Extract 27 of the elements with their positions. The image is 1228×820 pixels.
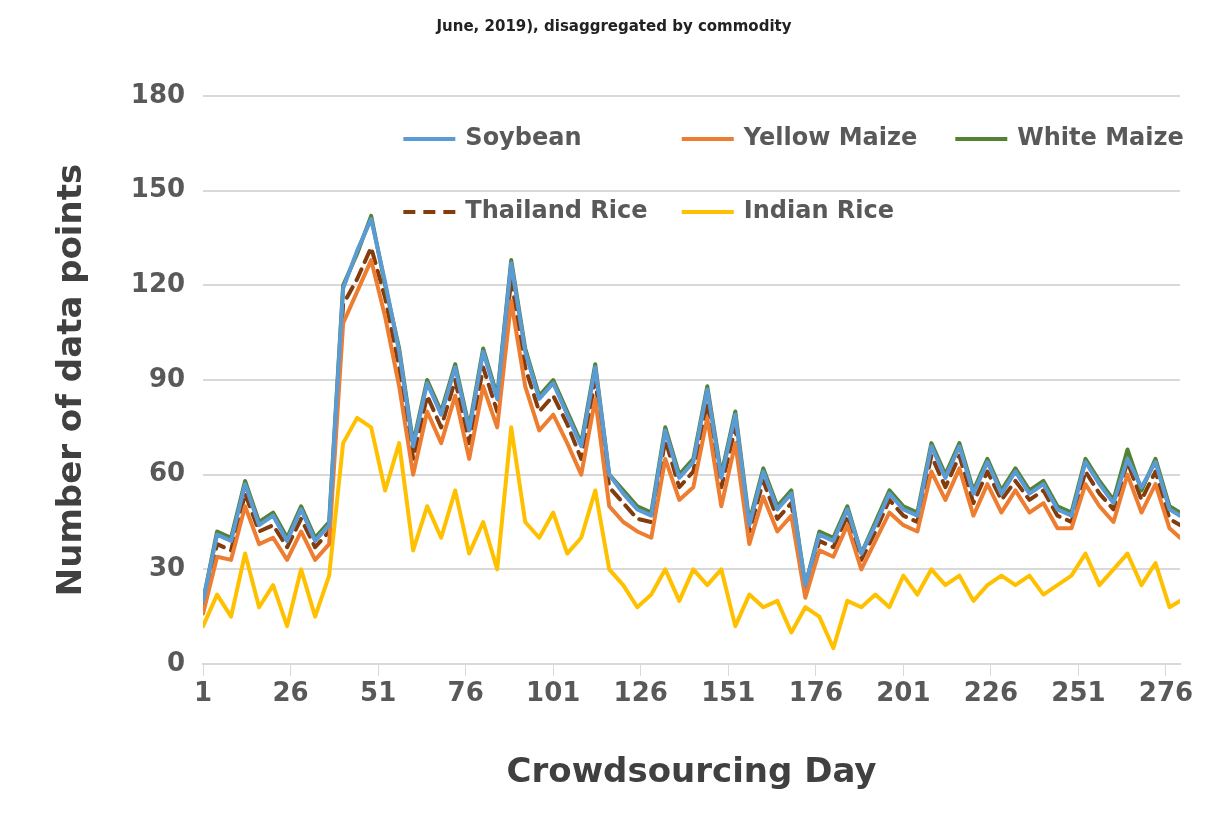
x-tick-label: 101 — [526, 677, 581, 708]
x-tick-label: 76 — [447, 677, 484, 708]
x-tick-label: 276 — [1138, 677, 1194, 708]
legend-label: Thailand Rice — [465, 196, 648, 225]
y-tick-label: 90 — [148, 362, 186, 393]
x-tick-label: 1 — [194, 677, 213, 708]
y-tick-label: 150 — [130, 173, 186, 204]
x-tick-label: 151 — [701, 677, 756, 708]
x-tick-label: 226 — [963, 677, 1019, 708]
legend-label: Indian Rice — [743, 196, 895, 225]
y-tick-label: 0 — [166, 646, 186, 677]
x-tick-label: 176 — [788, 677, 843, 708]
legend-label: White Maize — [1017, 123, 1184, 152]
y-tick-label: 180 — [130, 78, 186, 109]
legend-label: Soybean — [465, 123, 582, 152]
legend-label: Yellow Maize — [742, 123, 918, 152]
y-tick-label: 60 — [148, 457, 186, 488]
chart-title: June, 2019), disaggregated by commodity — [435, 16, 792, 35]
x-axis-title: Crowdsourcing Day — [506, 750, 877, 791]
x-tick-label: 201 — [876, 677, 931, 708]
x-tick-label: 251 — [1051, 677, 1106, 708]
y-axis-title: Number of data points — [49, 163, 90, 597]
y-tick-label: 30 — [148, 552, 186, 583]
y-tick-label: 120 — [130, 268, 186, 299]
x-tick-label: 126 — [613, 677, 668, 708]
x-tick-label: 51 — [360, 677, 397, 708]
x-tick-label: 26 — [272, 677, 309, 708]
